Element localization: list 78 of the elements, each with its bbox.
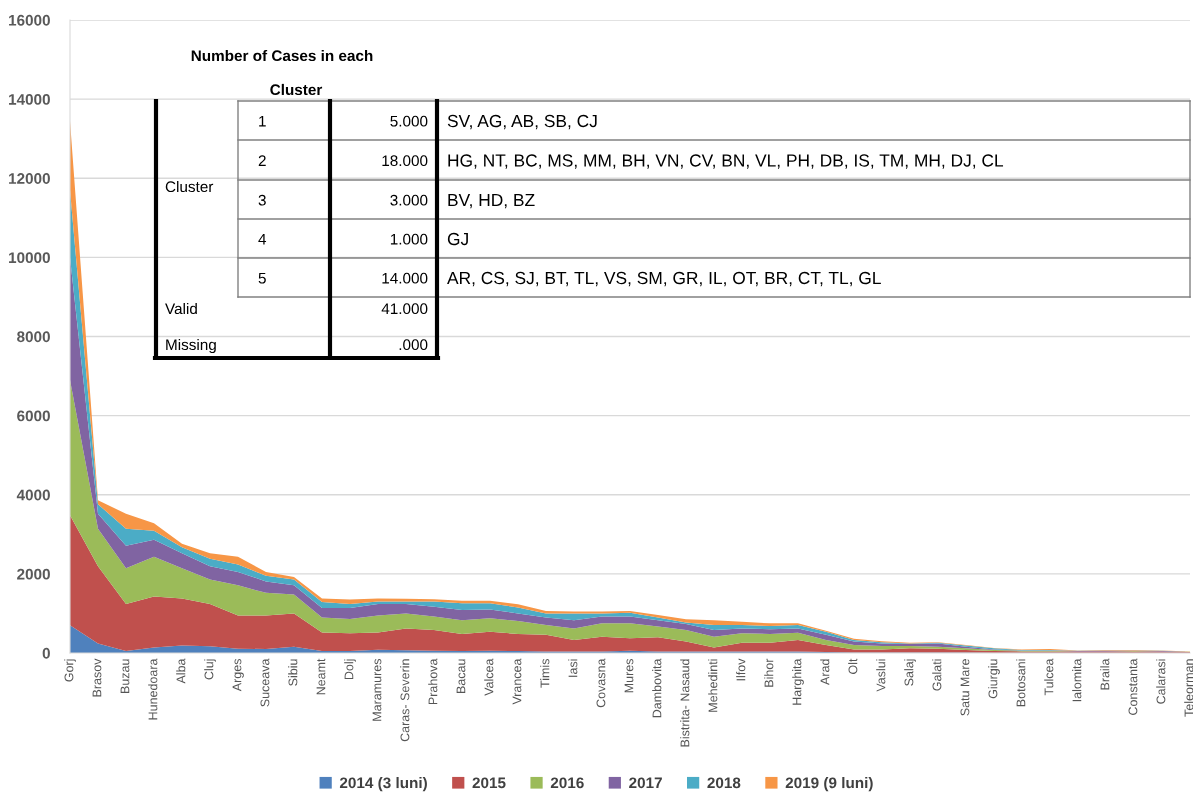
x-tick-label: Bacau xyxy=(456,659,466,693)
x-tick-label: Prahova xyxy=(428,658,438,705)
annotation: AR, CS, SJ, BT, TL, VS, SM, GR, IL, OT, BR, CT, TL, GL xyxy=(447,271,881,287)
annotation: 3 xyxy=(258,194,266,206)
annotation: HG, NT, BC, MS, MM, BH, VN, CV, BN, VL, PH, DB, IS, TM, MH, DJ, CL xyxy=(448,154,1004,169)
x-tick-label: Galati xyxy=(932,659,942,691)
annotation: 4 xyxy=(258,233,267,245)
x-tick-label: Buzau xyxy=(120,659,130,693)
legend-label: 2019 (9 luni) xyxy=(785,777,873,792)
y-tick-label: 10000 xyxy=(9,252,50,264)
annotation: 5 xyxy=(258,272,266,284)
annotation: 5.000 xyxy=(390,115,428,127)
x-tick-label: Braila xyxy=(1100,658,1110,690)
x-tick-label: Suceava xyxy=(260,658,270,707)
annotation: Cluster xyxy=(165,180,214,193)
annotation: 14.000 xyxy=(382,272,428,284)
annotation: GJ xyxy=(447,232,468,246)
legend-label: 2016 xyxy=(550,777,584,789)
x-tick-label: Harghita xyxy=(792,658,804,705)
x-tick-label: Gorj xyxy=(64,659,76,682)
x-tick-label: Valcea xyxy=(484,658,494,696)
annotation: 2 xyxy=(258,155,266,166)
annotation: BV, HD, BZ xyxy=(448,194,535,209)
x-tick-label: Timis xyxy=(540,659,550,688)
legend-label: 2017 xyxy=(629,777,662,789)
x-tick-label: Alba xyxy=(176,658,186,684)
x-tick-label: Ialomita xyxy=(1072,658,1082,702)
x-tick-label: Neamt xyxy=(316,658,326,695)
x-tick-label: Vaslui xyxy=(876,659,886,692)
legend-label: 2014 (3 luni) xyxy=(339,777,427,792)
x-tick-label: Bihor xyxy=(764,658,774,687)
x-tick-label: Iasi xyxy=(568,659,578,677)
x-tick-label: Dolj xyxy=(344,659,356,680)
legend-label: 2015 xyxy=(472,777,506,789)
y-tick-label: 2000 xyxy=(17,568,50,580)
annotation: Valid xyxy=(165,302,197,315)
x-tick-label: Ilfov xyxy=(736,658,746,681)
annotation: 1.000 xyxy=(390,233,428,245)
annotation: Number of Cases in each xyxy=(191,49,373,62)
y-tick-label: 12000 xyxy=(9,173,50,184)
x-tick-label: Cluj xyxy=(204,659,216,680)
annotation: SV, AG, AB, SB, CJ xyxy=(447,114,597,130)
x-tick-label: Mehedinti xyxy=(708,659,718,712)
y-tick-label: 14000 xyxy=(9,93,50,105)
x-tick-label: Constanta xyxy=(1128,658,1138,715)
x-tick-label: Hunedoara xyxy=(148,658,158,720)
x-tick-label: Giurgiu xyxy=(988,659,1000,699)
x-tick-label: Brasov xyxy=(92,658,102,697)
x-tick-label: Olt xyxy=(848,658,858,674)
x-tick-label: Vrancea xyxy=(512,658,522,705)
x-tick-label: Covasna xyxy=(596,658,606,708)
legend-label: 2018 xyxy=(707,777,741,789)
x-tick-label: Mures xyxy=(624,659,634,693)
x-tick-label: Salaj xyxy=(904,659,916,686)
y-tick-label: 0 xyxy=(42,647,50,659)
x-tick-label: Maramures xyxy=(372,659,382,721)
y-tick-label: 8000 xyxy=(17,331,50,343)
annotation: Cluster xyxy=(270,83,323,96)
annotation: 18.000 xyxy=(382,155,428,167)
x-tick-label: Dambovita xyxy=(652,658,662,718)
x-tick-label: Calarasi xyxy=(1156,659,1166,704)
x-tick-label: Sibiu xyxy=(288,659,298,686)
y-tick-label: 16000 xyxy=(9,14,50,26)
x-tick-label: Caras- Severin xyxy=(400,659,410,742)
x-tick-label: Bistrita- Nasaud xyxy=(680,659,690,747)
x-tick-label: Satu Mare xyxy=(960,659,970,716)
x-tick-label: Botosani xyxy=(1016,659,1026,707)
annotation: 3.000 xyxy=(390,194,428,206)
y-tick-label: 4000 xyxy=(16,489,50,501)
x-tick-label: Arges xyxy=(232,659,244,692)
x-tick-label: Teleorman xyxy=(1184,659,1193,717)
annotation: 1 xyxy=(259,115,266,127)
annotation: .000 xyxy=(399,339,428,351)
x-tick-label: Tulcea xyxy=(1044,658,1054,696)
annotation: 41.000 xyxy=(381,303,428,315)
x-tick-label: Arad xyxy=(820,659,830,685)
y-tick-label: 6000 xyxy=(17,410,50,422)
annotation: Missing xyxy=(166,338,216,354)
